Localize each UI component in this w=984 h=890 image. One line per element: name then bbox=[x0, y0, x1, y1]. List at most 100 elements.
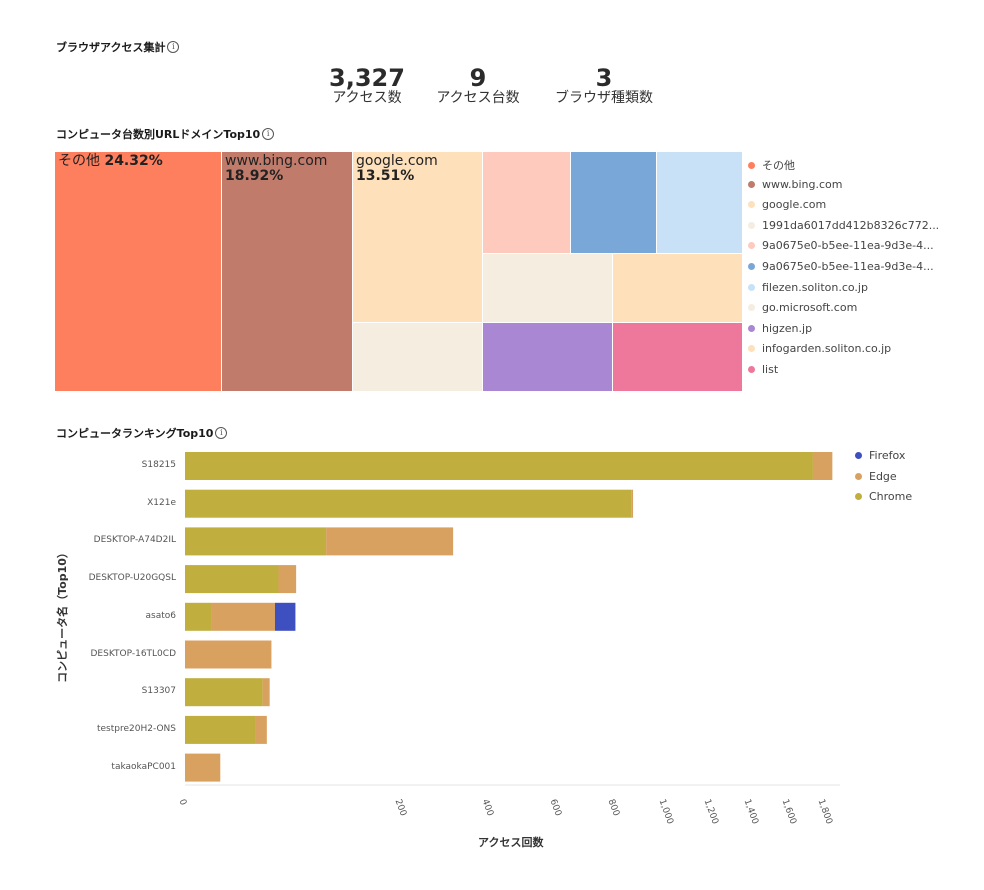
x-tick-label: 400 bbox=[479, 798, 495, 818]
legend-item[interactable]: list bbox=[748, 363, 778, 376]
legend-dot bbox=[748, 221, 755, 229]
bar-segment-edge[interactable] bbox=[211, 602, 275, 631]
treemap-cell[interactable] bbox=[483, 254, 613, 323]
treemap-cell[interactable] bbox=[483, 152, 571, 254]
legend-item[interactable]: その他 bbox=[748, 157, 795, 173]
bar-segment-edge[interactable] bbox=[262, 678, 270, 707]
page-title-text: ブラウザアクセス集計 bbox=[56, 41, 166, 54]
x-tick-label: 1,800 bbox=[815, 798, 834, 826]
bar-segment-chrome[interactable] bbox=[185, 678, 263, 707]
treemap-cell[interactable] bbox=[571, 152, 657, 254]
treemap-cell-name: www.bing.com bbox=[225, 153, 328, 169]
legend-item[interactable]: 9a0675e0-b5ee-11ea-9d3e-4... bbox=[748, 239, 934, 252]
legend-item[interactable]: www.bing.com bbox=[748, 178, 842, 191]
ranking-title-text: コンピュータランキングTop10 bbox=[56, 427, 214, 440]
legend-dot bbox=[748, 201, 755, 209]
bar-segment-chrome[interactable] bbox=[185, 527, 327, 556]
bar-segment-edge[interactable] bbox=[631, 489, 634, 518]
treemap-cell-label: www.bing.com 18.92% bbox=[225, 154, 327, 184]
treemap-cell[interactable] bbox=[613, 323, 743, 392]
legend-label: Firefox bbox=[869, 449, 906, 462]
bar-segment-chrome[interactable] bbox=[185, 602, 212, 631]
legend-item[interactable]: filezen.soliton.co.jp bbox=[748, 281, 868, 294]
bar-segment-edge[interactable] bbox=[255, 715, 267, 744]
legend-item[interactable]: higzen.jp bbox=[748, 322, 812, 335]
treemap-cell-pct: 24.32% bbox=[104, 153, 163, 169]
legend-dot bbox=[748, 242, 755, 250]
info-icon[interactable]: i bbox=[167, 41, 180, 53]
legend-label: 9a0675e0-b5ee-11ea-9d3e-4... bbox=[762, 260, 934, 273]
treemap-cell[interactable]: google.com 13.51% bbox=[353, 152, 483, 323]
legend-dot bbox=[748, 345, 755, 353]
legend-label: go.microsoft.com bbox=[762, 301, 858, 315]
treemap-title: コンピュータ台数別URLドメインTop10 i bbox=[56, 126, 275, 142]
x-axis-title: アクセス回数 bbox=[478, 836, 544, 849]
legend-dot bbox=[748, 324, 755, 332]
metric-label: ブラウザ種類数 bbox=[555, 90, 653, 106]
x-tick-label: 1,000 bbox=[656, 798, 675, 826]
legend-dot bbox=[748, 180, 755, 188]
bar-category-label: DESKTOP-U20GQSL bbox=[88, 573, 176, 584]
legend-dot bbox=[748, 304, 755, 312]
treemap-cell[interactable] bbox=[657, 152, 743, 254]
bar-category-label: DESKTOP-16TL0CD bbox=[90, 648, 177, 659]
bar-segment-chrome[interactable] bbox=[185, 452, 813, 480]
treemap-cell[interactable] bbox=[613, 254, 743, 323]
ranking-title: コンピュータランキングTop10 i bbox=[56, 425, 228, 441]
legend-label: filezen.soliton.co.jp bbox=[762, 280, 868, 294]
metric-browser-count: 3 ブラウザ種類数 bbox=[545, 66, 663, 106]
bar-category-label: takaokaPC001 bbox=[111, 761, 176, 772]
bar-category-label: S18215 bbox=[141, 460, 176, 470]
bar-segment-edge[interactable] bbox=[812, 452, 833, 480]
bar-segment-chrome[interactable] bbox=[185, 715, 256, 744]
legend-label: Chrome bbox=[869, 490, 913, 503]
treemap-cell[interactable]: その他 24.32% bbox=[55, 152, 222, 392]
legend-dot bbox=[748, 366, 755, 373]
treemap-cell-name: google.com bbox=[356, 153, 438, 169]
bar-segment-firefox[interactable] bbox=[274, 602, 296, 631]
legend-label: list bbox=[762, 363, 779, 376]
bar-segment-edge[interactable] bbox=[185, 640, 272, 669]
treemap-cell[interactable] bbox=[483, 323, 613, 392]
bar-segment-edge[interactable] bbox=[278, 565, 297, 594]
metric-value: 3,327 bbox=[329, 64, 405, 92]
treemap-cell[interactable] bbox=[353, 323, 483, 392]
legend-item[interactable]: Edge bbox=[855, 470, 897, 483]
x-tick-label: 0 bbox=[176, 798, 188, 807]
info-icon[interactable]: i bbox=[262, 128, 275, 140]
legend-item[interactable]: Chrome bbox=[855, 490, 912, 503]
treemap: その他 24.32% www.bing.com 18.92% google.co… bbox=[55, 152, 743, 392]
legend-item[interactable]: 9a0675e0-b5ee-11ea-9d3e-4... bbox=[748, 260, 934, 273]
legend-label: www.bing.com bbox=[762, 177, 843, 191]
legend-label: google.com bbox=[762, 198, 827, 212]
bar-segment-edge[interactable] bbox=[185, 753, 221, 782]
treemap-title-text: コンピュータ台数別URLドメインTop10 bbox=[56, 128, 261, 141]
legend-item[interactable]: go.microsoft.com bbox=[748, 301, 857, 314]
metric-access-count: 3,327 アクセス数 bbox=[325, 66, 409, 106]
legend-label: infogarden.soliton.co.jp bbox=[762, 342, 892, 356]
metric-value: 9 bbox=[469, 64, 487, 92]
bar-segment-chrome[interactable] bbox=[185, 565, 279, 594]
x-tick-label: 1,600 bbox=[779, 798, 798, 826]
bar-segment-chrome[interactable] bbox=[185, 489, 632, 518]
bar-category-label: DESKTOP-A74D2IL bbox=[93, 535, 176, 546]
legend-item[interactable]: google.com bbox=[748, 198, 826, 211]
treemap-cell[interactable]: www.bing.com 18.92% bbox=[222, 152, 353, 392]
treemap-cell-label: その他 24.32% bbox=[58, 154, 163, 169]
treemap-cell-pct: 18.92% bbox=[225, 168, 284, 184]
info-icon[interactable]: i bbox=[215, 427, 228, 439]
bar-category-label: X121e bbox=[147, 497, 176, 508]
legend-dot bbox=[748, 161, 755, 169]
legend-dot bbox=[855, 452, 862, 459]
treemap-cell-pct: 13.51% bbox=[356, 168, 415, 184]
metric-label: アクセス数 bbox=[332, 90, 402, 106]
page-title: ブラウザアクセス集計 i bbox=[56, 39, 180, 55]
x-tick-label: 200 bbox=[392, 798, 408, 818]
legend-label: 1991da6017dd412b8326c772... bbox=[762, 218, 940, 232]
bar-category-label: asato6 bbox=[145, 610, 176, 621]
legend-item[interactable]: infogarden.soliton.co.jp bbox=[748, 342, 891, 355]
legend-item[interactable]: Firefox bbox=[855, 449, 905, 462]
x-tick-label: 1,400 bbox=[741, 798, 760, 826]
legend-item[interactable]: 1991da6017dd412b8326c772... bbox=[748, 219, 939, 232]
bar-segment-edge[interactable] bbox=[326, 527, 454, 556]
